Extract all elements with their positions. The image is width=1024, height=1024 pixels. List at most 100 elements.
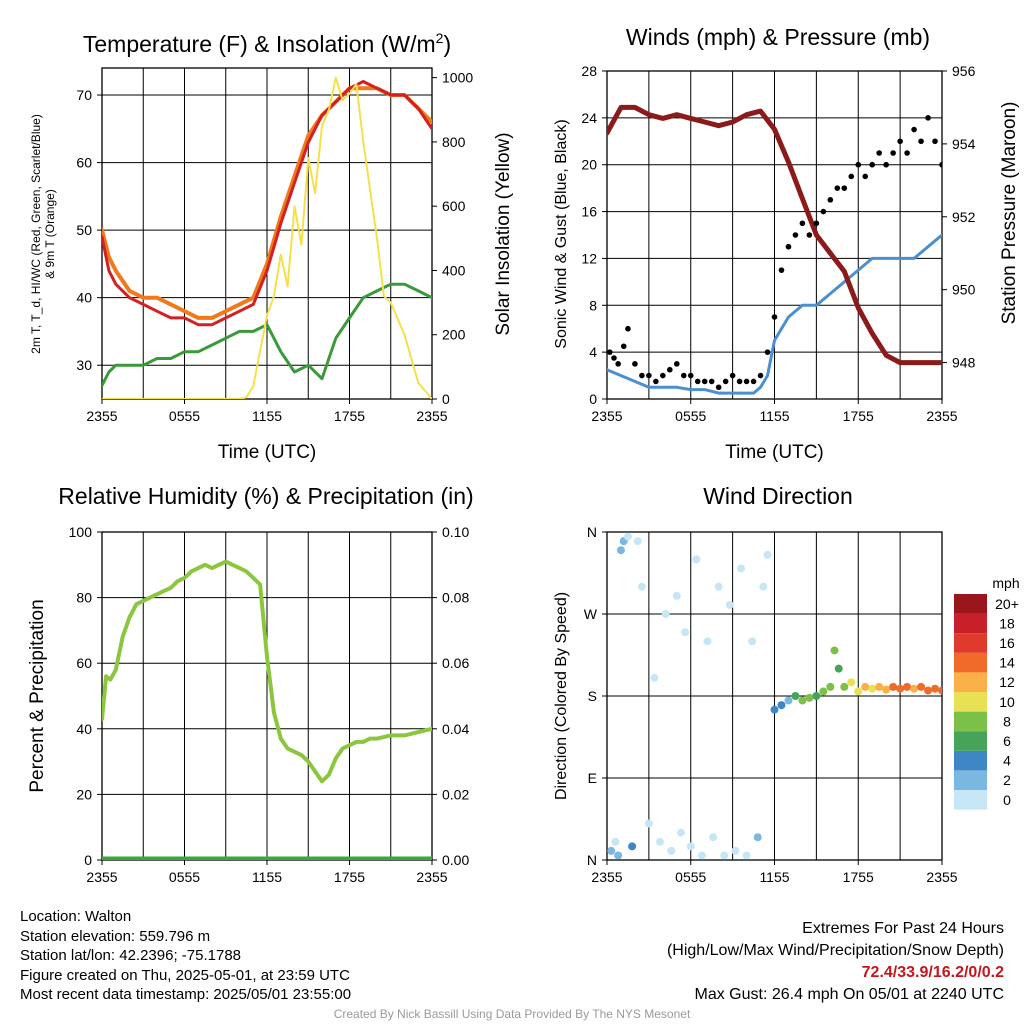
direction-point xyxy=(861,682,870,691)
plot-area xyxy=(607,104,942,395)
gust-point xyxy=(620,343,627,350)
direction-point xyxy=(616,546,625,555)
direction-point xyxy=(917,682,926,691)
y-tick-label: 16 xyxy=(581,204,597,220)
x-tick-label: 2355 xyxy=(591,869,622,885)
y2-tick-label: 952 xyxy=(952,209,976,225)
y-tick-label: 30 xyxy=(76,357,92,373)
y2-tick-label: 0.10 xyxy=(442,524,469,540)
grid xyxy=(102,532,432,860)
direction-point xyxy=(686,842,695,851)
direction-point xyxy=(759,582,768,591)
y2-tick-label: 948 xyxy=(952,355,976,371)
y-axis-label: Sonic Wind & Gust (Blue, Black) xyxy=(553,119,570,348)
series-line-2 xyxy=(607,104,942,366)
y2-axis-label: Solar Insolation (Yellow) xyxy=(493,132,514,335)
legend-label: 18 xyxy=(999,615,1015,631)
direction-point xyxy=(896,684,905,693)
y2-tick-label: 400 xyxy=(442,262,466,278)
y2-tick-label: 956 xyxy=(952,63,976,79)
legend-swatch xyxy=(954,652,987,673)
y2-tick-label: 0.02 xyxy=(442,786,469,802)
grid xyxy=(607,532,942,860)
y2-tick-label: 0.04 xyxy=(442,721,469,737)
gust-point xyxy=(792,232,799,238)
gust-point xyxy=(855,161,862,168)
gust-point xyxy=(615,361,621,367)
legend-label: 10 xyxy=(999,694,1015,710)
gust-point xyxy=(708,378,715,385)
legend-swatch xyxy=(954,790,987,810)
direction-point xyxy=(770,705,779,714)
grid xyxy=(607,71,942,399)
y2-tick-label: 1000 xyxy=(442,70,473,86)
y-tick-label: E xyxy=(588,770,597,786)
y-tick-label: 8 xyxy=(589,297,597,313)
gust-point xyxy=(841,185,848,191)
x-axis-label: Time (UTC) xyxy=(725,442,824,463)
y-axis-label-line2: & 9m T (Orange) xyxy=(43,189,57,279)
y2-tick-label: 0 xyxy=(442,391,450,407)
gust-point xyxy=(736,378,743,385)
gust-point xyxy=(639,372,645,379)
gust-point xyxy=(632,361,638,367)
extremes-heading: Extremes For Past 24 Hours xyxy=(802,920,1004,937)
direction-point xyxy=(725,600,734,609)
direction-point xyxy=(819,687,828,696)
direction-point xyxy=(910,684,919,693)
y-axis-label: Percent & Precipitation xyxy=(27,599,48,792)
x-tick-label: 2355 xyxy=(86,869,117,885)
y-tick-label: W xyxy=(584,606,598,622)
series-line-3 xyxy=(102,282,432,387)
legend-swatch xyxy=(954,750,987,771)
gust-point xyxy=(771,314,778,320)
gust-point xyxy=(625,325,631,332)
legend-label: 16 xyxy=(999,635,1015,651)
speed-legend: mph 0 2 4 6 8 10 12 14 16 18 20+ xyxy=(954,575,1020,810)
y-axis-label: Direction (Colored By Speed) xyxy=(553,592,570,800)
legend-swatch xyxy=(954,770,987,790)
gust-point xyxy=(687,372,694,379)
direction-point xyxy=(834,664,843,673)
x-tick-label: 1155 xyxy=(759,869,789,885)
gust-point xyxy=(660,372,666,379)
gust-point xyxy=(757,372,764,379)
legend-swatch xyxy=(954,594,987,614)
y-tick-label: 20 xyxy=(581,157,597,173)
gust-point xyxy=(883,161,889,168)
direction-point xyxy=(924,686,933,695)
gust-point xyxy=(869,161,876,168)
chart-panel-1: Temperature (F) & Insolation (W/m2)2355 0… xyxy=(29,30,514,463)
chart-title: Temperature (F) & Insolation (W/m2) xyxy=(83,30,451,57)
gust-point xyxy=(653,378,659,385)
extremes-values: 72.4/33.9/16.2/0/0.2 xyxy=(861,964,1004,981)
chart-panel-2: Winds (mph) & Pressure (mb) 2355 0555 1155 1… xyxy=(553,24,1020,463)
y-tick-label: S xyxy=(588,688,597,704)
y-tick-label: N xyxy=(587,852,597,868)
direction-point xyxy=(931,684,940,693)
direction-point xyxy=(650,673,659,682)
direction-point xyxy=(812,692,821,700)
direction-point xyxy=(720,851,729,860)
direction-point xyxy=(714,582,723,591)
direction-point xyxy=(840,682,849,691)
y2-tick-label: 954 xyxy=(952,136,976,152)
legend-label: 14 xyxy=(999,655,1015,671)
direction-point xyxy=(681,628,690,637)
gust-point xyxy=(827,197,834,203)
gust-point xyxy=(904,150,910,156)
direction-point xyxy=(611,837,620,846)
direction-point xyxy=(672,591,681,600)
grid xyxy=(102,68,432,399)
x-axis-label: Time (UTC) xyxy=(218,442,317,463)
series-line-1 xyxy=(102,559,432,784)
legend-title: mph xyxy=(992,575,1019,591)
direction-point xyxy=(903,682,912,691)
direction-point xyxy=(882,685,891,694)
chart-title: Wind Direction xyxy=(703,483,853,509)
gust-point xyxy=(925,115,931,121)
title-close-paren: ) xyxy=(443,31,451,57)
credit-text: Created By Nick Bassill Using Data Provi… xyxy=(333,1007,691,1021)
gust-point xyxy=(743,378,750,385)
